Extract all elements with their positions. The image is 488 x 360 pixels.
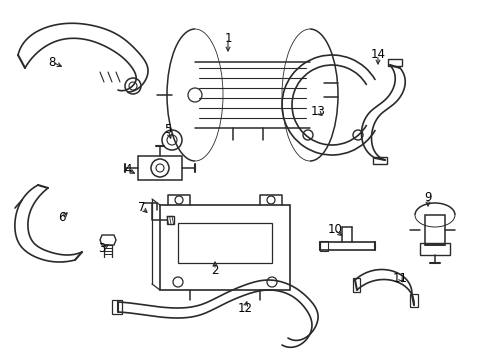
Bar bbox=[178, 223, 271, 263]
Polygon shape bbox=[387, 59, 401, 66]
Text: 13: 13 bbox=[310, 105, 325, 118]
Text: 8: 8 bbox=[48, 55, 56, 68]
Bar bbox=[419, 243, 449, 255]
Text: 2: 2 bbox=[211, 264, 218, 276]
Text: 6: 6 bbox=[58, 211, 65, 225]
Text: 10: 10 bbox=[327, 224, 342, 237]
Polygon shape bbox=[100, 235, 116, 245]
Text: 7: 7 bbox=[138, 202, 145, 215]
Text: 4: 4 bbox=[124, 163, 131, 176]
Text: 12: 12 bbox=[237, 301, 252, 315]
Bar bbox=[160, 205, 289, 290]
Text: 11: 11 bbox=[392, 271, 407, 284]
Bar bbox=[138, 156, 182, 180]
Text: 14: 14 bbox=[370, 49, 385, 62]
Polygon shape bbox=[112, 300, 122, 314]
Polygon shape bbox=[409, 294, 417, 307]
Polygon shape bbox=[372, 157, 386, 164]
Text: 3: 3 bbox=[98, 242, 105, 255]
Polygon shape bbox=[319, 241, 327, 251]
Polygon shape bbox=[167, 216, 174, 224]
Text: 1: 1 bbox=[224, 31, 231, 45]
Text: 5: 5 bbox=[164, 123, 171, 136]
Bar bbox=[424, 215, 444, 245]
Text: 9: 9 bbox=[424, 192, 431, 204]
Polygon shape bbox=[352, 278, 359, 292]
